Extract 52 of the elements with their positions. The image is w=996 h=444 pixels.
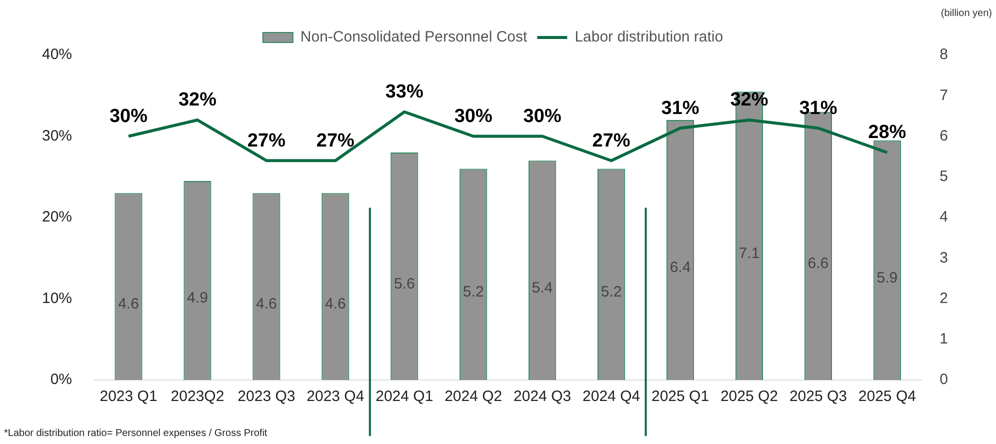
legend-label: Non-Consolidated Personnel Cost bbox=[300, 28, 528, 46]
data-label: 30% bbox=[109, 106, 148, 127]
data-label: 6.6 bbox=[808, 255, 829, 272]
data-label: 28% bbox=[868, 122, 906, 144]
x-tick-label: 2025 Q4 bbox=[858, 388, 916, 406]
x-tick-label: 2024 Q2 bbox=[444, 388, 502, 406]
data-label: 27% bbox=[316, 130, 355, 152]
y2-tick-label: 6 bbox=[940, 127, 948, 144]
data-label: 33% bbox=[385, 82, 424, 103]
y2-tick-label: 4 bbox=[940, 208, 948, 226]
data-label: 5.6 bbox=[394, 275, 415, 292]
data-label: 4.6 bbox=[256, 296, 277, 313]
x-tick-label: 2023 Q4 bbox=[306, 388, 364, 406]
data-label: 4.9 bbox=[187, 290, 208, 307]
y-tick-label: 20% bbox=[42, 208, 72, 226]
data-label: 5.2 bbox=[462, 284, 484, 301]
data-label: 27% bbox=[247, 130, 286, 152]
x-tick-label: 2023 Q1 bbox=[100, 388, 158, 406]
data-label: 30% bbox=[454, 106, 492, 127]
data-label: 4.6 bbox=[324, 296, 346, 313]
data-label: 31% bbox=[661, 98, 700, 119]
legend-label: Labor distribution ratio bbox=[574, 28, 724, 46]
data-label: 6.4 bbox=[670, 259, 691, 276]
y-tick-label: 30% bbox=[42, 127, 72, 144]
x-tick-label: 2025 Q3 bbox=[789, 388, 847, 406]
x-tick-label: 2023Q2 bbox=[170, 388, 224, 406]
y2-tick-label: 3 bbox=[940, 249, 948, 266]
y2-tick-label: 5 bbox=[940, 168, 948, 186]
x-tick-label: 2025 Q2 bbox=[720, 388, 778, 406]
y-tick-label: 10% bbox=[42, 290, 72, 307]
y-tick-label: 0% bbox=[50, 371, 72, 388]
x-tick-label: 2024 Q1 bbox=[376, 388, 434, 406]
data-label: 7.1 bbox=[738, 244, 760, 262]
y2-tick-label: 2 bbox=[940, 290, 948, 307]
data-label: 5.4 bbox=[532, 279, 553, 296]
x-tick-label: 2024 Q4 bbox=[582, 388, 640, 406]
y2-tick-label: 0 bbox=[940, 371, 948, 388]
data-label: 32% bbox=[178, 90, 217, 111]
text: *Labor distribution ratio= Personnel expenses / Gross Profit bbox=[4, 428, 268, 439]
x-tick-label: 2023 Q3 bbox=[238, 388, 296, 406]
data-label: 5.2 bbox=[600, 284, 622, 301]
y2-tick-label: 8 bbox=[940, 46, 948, 64]
data-label: 5.9 bbox=[876, 269, 898, 286]
data-label: 4.6 bbox=[118, 296, 139, 313]
data-label: 30% bbox=[523, 106, 562, 127]
y2-tick-label: 1 bbox=[940, 330, 948, 348]
y2-tick-label: 7 bbox=[940, 86, 948, 104]
y2-axis-title: (billion yen) bbox=[940, 8, 992, 19]
x-tick-label: 2024 Q3 bbox=[514, 388, 572, 406]
x-tick-label: 2025 Q1 bbox=[651, 388, 710, 406]
data-label: 27% bbox=[592, 130, 630, 152]
y-tick-label: 40% bbox=[42, 46, 72, 64]
